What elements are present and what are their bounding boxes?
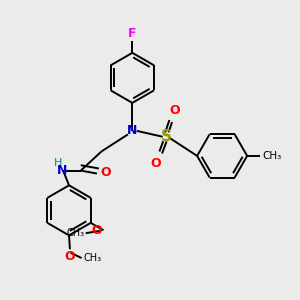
Text: H: H xyxy=(54,158,62,168)
Text: O: O xyxy=(100,167,111,179)
Text: CH₃: CH₃ xyxy=(262,151,281,161)
Text: O: O xyxy=(169,104,180,117)
Text: CH₃: CH₃ xyxy=(66,228,84,238)
Text: F: F xyxy=(128,27,136,40)
Text: O: O xyxy=(92,224,102,237)
Text: CH₃: CH₃ xyxy=(83,253,101,263)
Text: N: N xyxy=(127,124,137,137)
Text: O: O xyxy=(151,157,161,170)
Text: N: N xyxy=(57,164,68,177)
Text: O: O xyxy=(64,250,75,263)
Text: S: S xyxy=(161,129,172,144)
